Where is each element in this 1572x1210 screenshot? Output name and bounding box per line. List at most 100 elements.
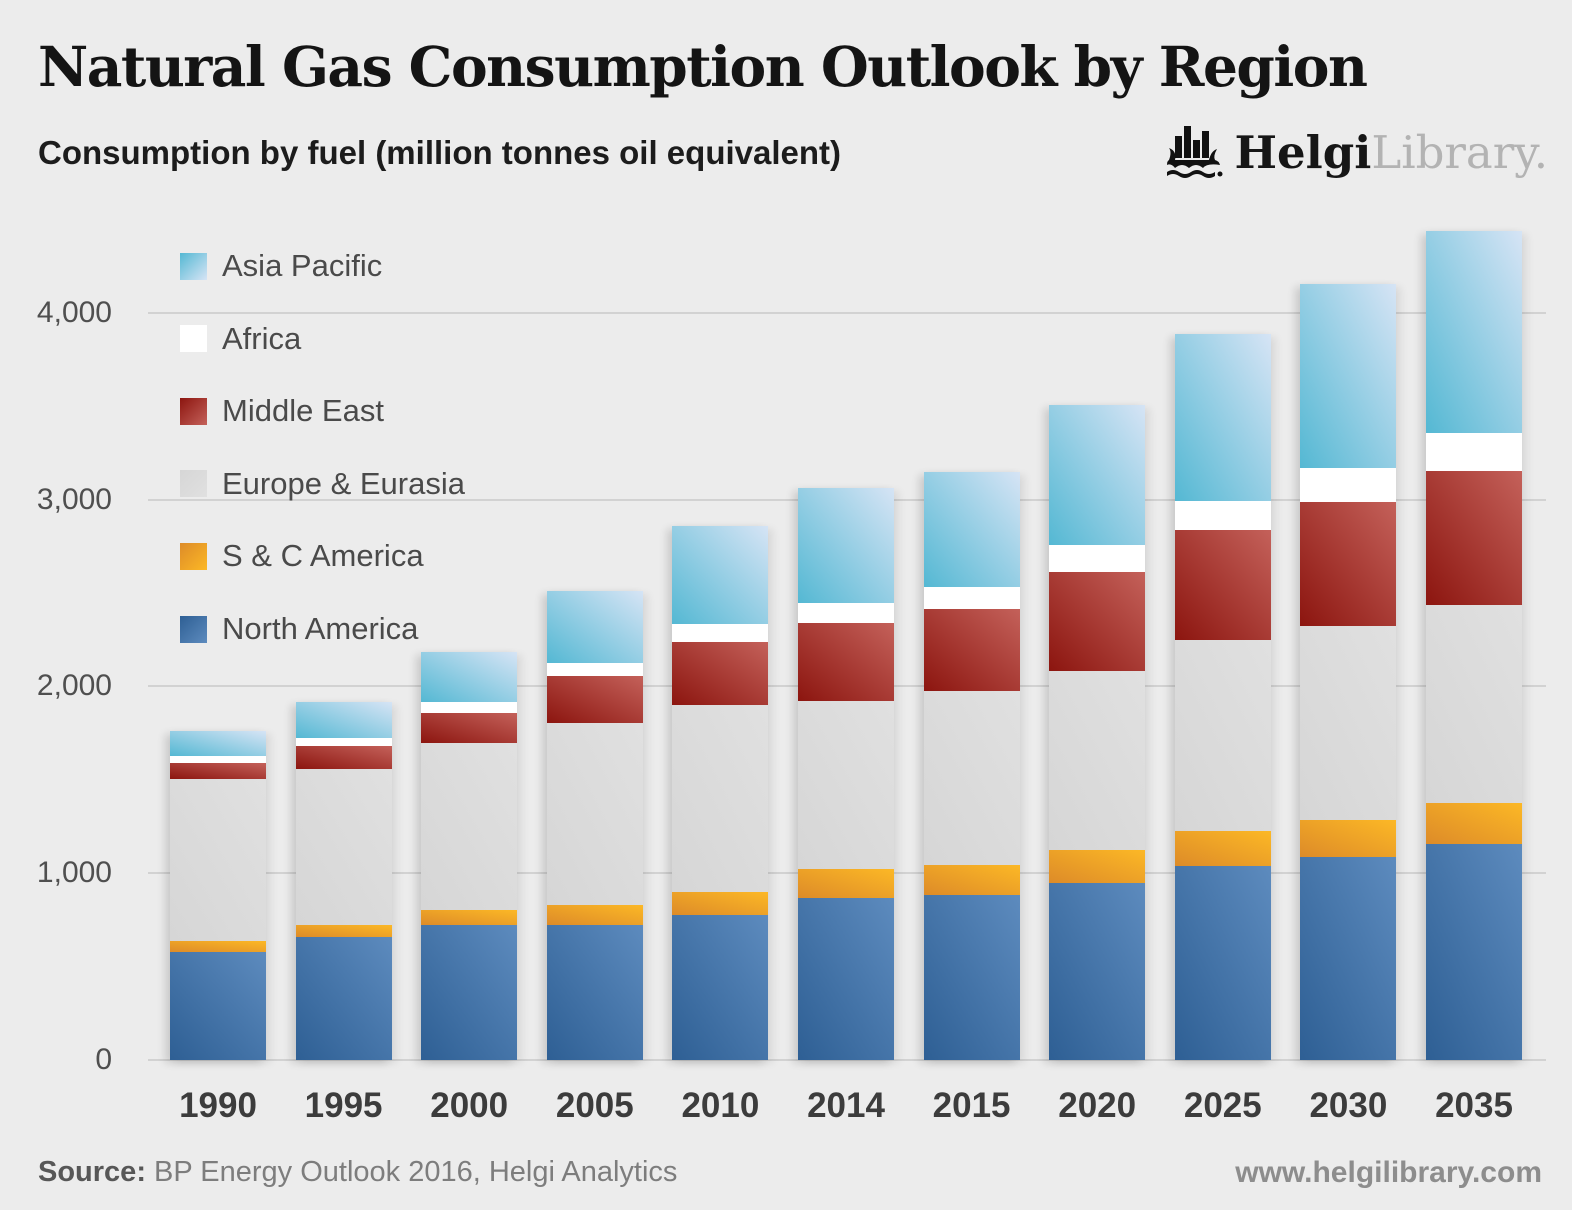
bar-2005 (546, 591, 643, 1060)
segment-1990-north-america (170, 951, 266, 1060)
segment-1995-africa (295, 737, 392, 747)
segment-2014-north-america (798, 898, 894, 1060)
segment-2010-asia-pacific (672, 525, 769, 624)
bar-1995 (295, 702, 392, 1060)
segment-2035-asia-pacific (1426, 230, 1522, 434)
bar-2010 (672, 525, 769, 1060)
legend-item-europe-eurasia: Europe & Eurasia (180, 466, 465, 502)
bar-1990 (170, 731, 266, 1060)
segment-2010-africa (672, 623, 769, 642)
y-axis-tick-0: 0 (95, 1043, 112, 1076)
legend-swatch-s-c-america (180, 542, 207, 570)
logo-text-helgi: Helgi (1234, 125, 1372, 179)
segment-2025-africa (1174, 500, 1271, 531)
segment-2015-asia-pacific (923, 471, 1020, 588)
segment-1995-europe-eurasia (295, 769, 392, 925)
segment-2015-europe-eurasia (923, 691, 1020, 865)
segment-1990-africa (170, 756, 266, 763)
segment-2014-asia-pacific (798, 488, 894, 604)
segment-2020-asia-pacific (1049, 405, 1146, 546)
page-title: Natural Gas Consumption Outlook by Regio… (38, 34, 1368, 99)
x-axis-label-2005: 2005 (555, 1086, 634, 1125)
source-line: Source: BP Energy Outlook 2016, Helgi An… (38, 1156, 677, 1189)
x-axis-label-2000: 2000 (430, 1086, 509, 1125)
gridline-0 (148, 1059, 1546, 1061)
segment-2025-s-c-america (1174, 831, 1271, 866)
x-axis-label-2025: 2025 (1183, 1086, 1262, 1125)
segment-2030-s-c-america (1300, 819, 1397, 858)
segment-2000-asia-pacific (421, 651, 518, 703)
segment-2005-africa (546, 663, 643, 677)
segment-1990-middle-east (170, 762, 266, 779)
segment-1995-asia-pacific (295, 702, 392, 738)
segment-2000-s-c-america (421, 909, 518, 926)
segment-2005-middle-east (546, 676, 643, 723)
bar-2025 (1174, 334, 1271, 1060)
segment-2015-africa (923, 587, 1020, 609)
website-url: www.helgilibrary.com (1235, 1156, 1542, 1189)
segment-2005-north-america (546, 925, 643, 1060)
segment-2030-asia-pacific (1300, 283, 1397, 468)
segment-2035-europe-eurasia (1426, 605, 1522, 804)
bar-2000 (421, 651, 518, 1060)
segment-1990-s-c-america (170, 941, 266, 952)
x-axis-label-2015: 2015 (932, 1086, 1011, 1125)
legend-item-s-c-america: S & C America (180, 538, 424, 574)
legend-label: S & C America (222, 538, 424, 574)
segment-2030-north-america (1300, 857, 1397, 1060)
y-axis-tick-3000: 3,000 (36, 482, 112, 516)
segment-2010-north-america (672, 915, 769, 1060)
x-axis-label-1990: 1990 (179, 1086, 257, 1125)
segment-2030-europe-eurasia (1300, 625, 1397, 820)
legend-label: Asia Pacific (222, 248, 383, 283)
segment-2015-middle-east (923, 608, 1020, 692)
x-axis-label-2030: 2030 (1309, 1086, 1388, 1125)
segment-2020-middle-east (1049, 571, 1146, 671)
segment-2015-north-america (923, 894, 1020, 1060)
legend-swatch-africa (180, 325, 207, 353)
x-axis-label-2014: 2014 (807, 1086, 885, 1125)
segment-2030-africa (1300, 467, 1397, 503)
y-axis-tick-2000: 2,000 (36, 669, 112, 703)
segment-2020-north-america (1049, 882, 1146, 1060)
segment-2010-s-c-america (672, 891, 769, 916)
legend-swatch-europe-eurasia (180, 470, 207, 498)
legend-swatch-middle-east (180, 397, 207, 425)
segment-2025-europe-eurasia (1174, 639, 1271, 832)
bar-2035 (1426, 230, 1522, 1060)
segment-2014-s-c-america (798, 869, 894, 899)
helgi-library-logo: HelgiLibrary. (1163, 118, 1548, 186)
segment-2014-africa (798, 603, 894, 623)
legend-swatch-asia-pacific (180, 252, 207, 280)
segment-2010-europe-eurasia (672, 705, 769, 892)
segment-1995-north-america (295, 936, 392, 1060)
segment-1995-middle-east (295, 746, 392, 770)
segment-2000-middle-east (421, 712, 518, 744)
segment-2000-north-america (421, 925, 518, 1060)
segment-2030-middle-east (1300, 502, 1397, 626)
x-axis-label-2010: 2010 (681, 1086, 760, 1125)
segment-2014-middle-east (798, 622, 894, 702)
segment-1990-asia-pacific (170, 731, 266, 757)
legend-label: Middle East (222, 393, 384, 429)
segment-2005-s-c-america (546, 904, 643, 926)
bar-2014 (798, 488, 894, 1060)
legend-label: Europe & Eurasia (222, 465, 465, 501)
segment-2025-middle-east (1174, 530, 1271, 640)
segment-2010-middle-east (672, 641, 769, 706)
segment-2020-s-c-america (1049, 849, 1146, 883)
segment-2035-s-c-america (1426, 803, 1522, 845)
segment-2015-s-c-america (923, 864, 1020, 895)
x-axis-label-1995: 1995 (304, 1086, 383, 1125)
source-label: Source: (38, 1156, 146, 1188)
source-text: BP Energy Outlook 2016, Helgi Analytics (145, 1156, 678, 1188)
segment-2020-africa (1049, 545, 1146, 572)
legend-item-asia-pacific: Asia Pacific (180, 248, 382, 284)
legend-swatch-north-america (180, 615, 207, 643)
segment-2035-north-america (1426, 844, 1522, 1060)
segment-1995-s-c-america (295, 924, 392, 937)
legend-item-north-america: North America (180, 611, 418, 647)
y-axis-tick-4000: 4,000 (36, 295, 112, 329)
segment-2005-asia-pacific (546, 591, 643, 664)
segment-2000-europe-eurasia (421, 743, 518, 910)
